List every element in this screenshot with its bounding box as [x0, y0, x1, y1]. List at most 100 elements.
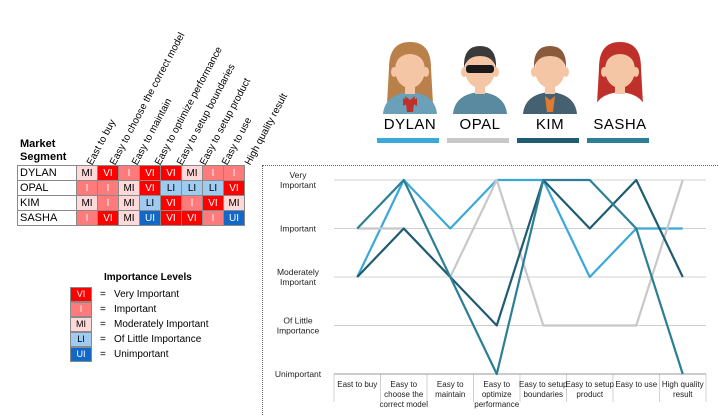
persona-opal: OPAL: [445, 38, 515, 143]
matrix-row-sasha: SASHA I VI MI UI VI VI I UI: [17, 210, 245, 226]
persona-color-bar: [517, 138, 579, 143]
matrix-row-kim: KIM MI I MI LI VI I VI MI: [17, 195, 245, 211]
chart-y-tick-label: Very Important: [280, 170, 317, 190]
matrix-cell: MI: [223, 195, 245, 211]
chart-x-tick-label: Easy to setup boundaries: [519, 380, 568, 399]
matrix-cell: MI: [76, 195, 98, 211]
matrix-table: DYLAN MI VI I VI VI MI I I OPAL I I MI VI LI LI LI VI KIM M…: [17, 165, 245, 226]
persona-avatar-icon: [383, 42, 437, 114]
chart-x-tick-label: High quality result: [662, 380, 704, 399]
persona-name: KIM: [535, 116, 565, 133]
persona-name: DYLAN: [383, 116, 437, 133]
legend-item: VI = Very Important: [70, 287, 209, 302]
chart-y-tick-label: Unimportant: [275, 369, 322, 379]
matrix-cell: VI: [97, 165, 119, 181]
chart-x-tick-label: Easy to choose the correct model: [380, 380, 429, 409]
persona-avatar-icon: [523, 46, 577, 114]
legend-equals: =: [100, 334, 106, 345]
legend-rows: VI = Very Important I = Important MI = Moderatel…: [70, 287, 209, 362]
legend-swatch: I: [70, 302, 92, 317]
legend-label: Unimportant: [114, 349, 169, 360]
persona-dylan: DYLAN: [375, 38, 445, 143]
chart-series-line-kim: [356, 178, 684, 327]
legend-item: UI = Unimportant: [70, 347, 209, 362]
chart-x-tick-label: Easy to setup product: [566, 380, 615, 399]
importance-matrix: Market Segment East to buy Easy to choose…: [0, 0, 290, 240]
matrix-cell: VI: [160, 165, 182, 181]
matrix-cell: I: [97, 195, 119, 211]
legend-label: Very Important: [114, 289, 180, 300]
legend-swatch: MI: [70, 317, 92, 332]
importance-legend: Importance Levels VI = Very Important I = Imp…: [70, 272, 209, 362]
legend-label: Moderately Important: [114, 319, 209, 330]
persona-color-bar: [377, 138, 439, 143]
matrix-cell: MI: [118, 210, 140, 226]
matrix-cell: MI: [118, 180, 140, 196]
legend-equals: =: [100, 319, 106, 330]
matrix-row-dylan: DYLAN MI VI I VI VI MI I I: [17, 165, 245, 181]
persona-color-bar: [587, 138, 649, 143]
matrix-cell: I: [76, 180, 98, 196]
legend-equals: =: [100, 349, 106, 360]
chart-y-tick-label: Moderately Important: [277, 267, 320, 287]
matrix-cell: LI: [181, 180, 203, 196]
divider-vertical: [262, 165, 263, 415]
chart-y-tick-label: Of Little Importance: [277, 316, 320, 336]
chart-series-line-sasha: [356, 178, 684, 376]
persona-name: SASHA: [593, 116, 647, 133]
matrix-cell: VI: [181, 210, 203, 226]
legend-swatch: UI: [70, 347, 92, 362]
legend-swatch: VI: [70, 287, 92, 302]
legend-item: LI = Of Little Importance: [70, 332, 209, 347]
matrix-row-name: DYLAN: [17, 165, 77, 181]
matrix-cell: I: [97, 180, 119, 196]
legend-equals: =: [100, 289, 106, 300]
matrix-cell: UI: [139, 210, 161, 226]
matrix-row-name: SASHA: [17, 210, 77, 226]
persona-avatar-icon: [593, 42, 647, 114]
matrix-cell: VI: [160, 195, 182, 211]
matrix-cell: LI: [160, 180, 182, 196]
matrix-cell: MI: [118, 195, 140, 211]
matrix-cell: VI: [223, 180, 245, 196]
persona-name: OPAL: [459, 116, 501, 133]
persona-avatar-icon: [453, 46, 507, 114]
matrix-cell: UI: [223, 210, 245, 226]
importance-line-chart: Unimportant Of Little Importance Moderately…: [275, 170, 707, 409]
matrix-cell: VI: [202, 195, 224, 211]
legend-swatch: LI: [70, 332, 92, 347]
persona-sasha: SASHA: [585, 38, 655, 143]
legend-item: MI = Moderately Important: [70, 317, 209, 332]
matrix-title-line1: Market: [20, 138, 56, 150]
matrix-title: Market Segment: [20, 138, 66, 164]
matrix-row-name: KIM: [17, 195, 77, 211]
legend-item: I = Important: [70, 302, 209, 317]
matrix-cell: I: [223, 165, 245, 181]
chart-y-tick-label: Important: [280, 224, 317, 234]
chart-x-tick-label: East to buy: [337, 380, 377, 389]
matrix-cell: LI: [202, 180, 224, 196]
matrix-row-opal: OPAL I I MI VI LI LI LI VI: [17, 180, 245, 196]
persona-kim: KIM: [515, 38, 585, 143]
chart-series-line-dylan: [356, 178, 683, 279]
matrix-row-name: OPAL: [17, 180, 77, 196]
matrix-cell: I: [202, 210, 224, 226]
legend-label: Important: [114, 304, 157, 315]
matrix-cell: VI: [97, 210, 119, 226]
persona-color-bar: [447, 138, 509, 143]
matrix-cell: MI: [76, 165, 98, 181]
matrix-cell: VI: [160, 210, 182, 226]
matrix-cell: I: [181, 195, 203, 211]
divider-horizontal: [262, 165, 718, 166]
matrix-cell: I: [76, 210, 98, 226]
matrix-cell: I: [202, 165, 224, 181]
legend-label: Of Little Importance: [114, 334, 202, 345]
matrix-cell: VI: [139, 165, 161, 181]
chart-x-tick-label: Easy to use: [615, 380, 657, 389]
matrix-cell: LI: [139, 195, 161, 211]
legend-equals: =: [100, 304, 106, 315]
legend-title: Importance Levels: [104, 272, 192, 283]
chart-x-tick-label: Easy to maintain: [435, 380, 465, 399]
matrix-title-line2: Segment: [20, 151, 67, 163]
matrix-cell: VI: [139, 180, 161, 196]
